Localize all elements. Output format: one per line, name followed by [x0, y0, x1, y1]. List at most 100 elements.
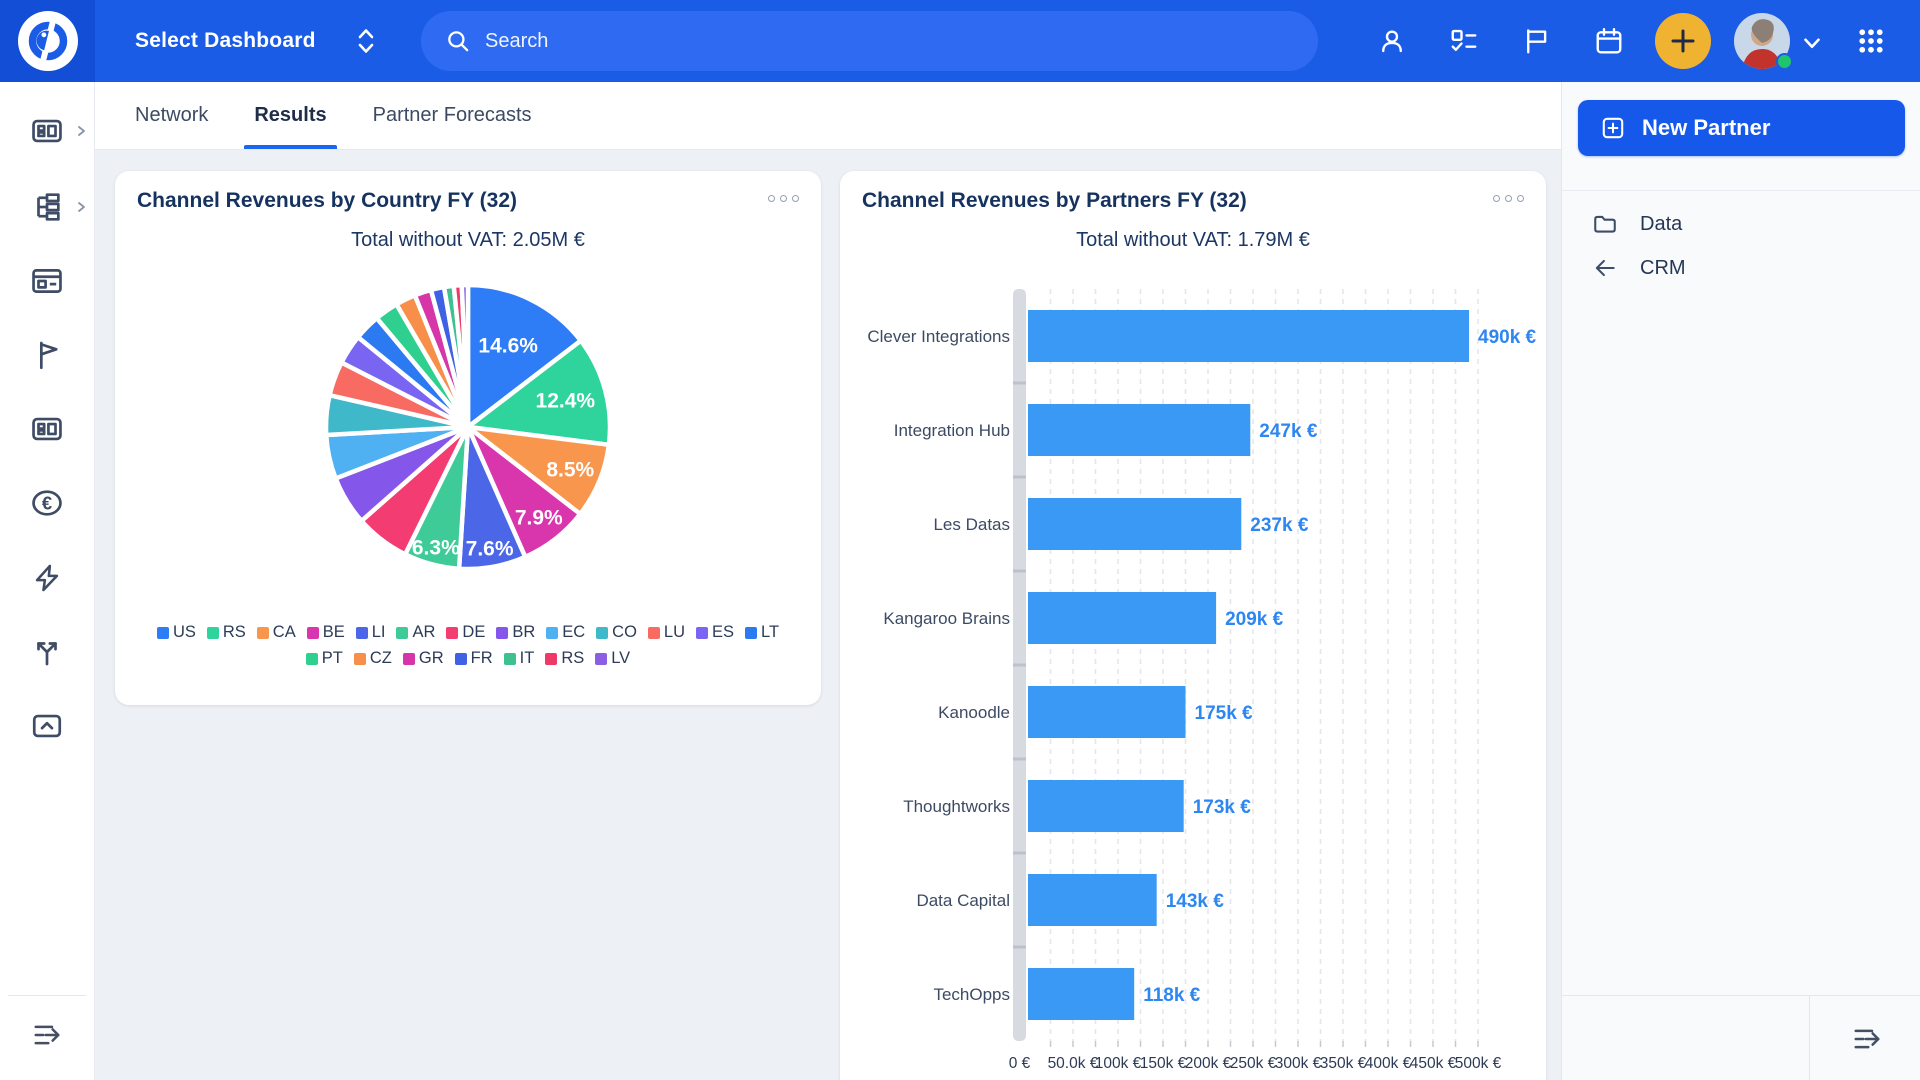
content-tab-bar: Network Results Partner Forecasts	[95, 82, 1561, 150]
legend-label: PT	[321, 649, 343, 667]
contacts-icon[interactable]	[1377, 26, 1407, 56]
apps-grid-icon[interactable]	[1856, 26, 1886, 56]
avatar-chevron-down-icon[interactable]	[1799, 30, 1825, 56]
legend-item-BR[interactable]: BR	[496, 623, 535, 642]
legend-item-CZ[interactable]: CZ	[353, 649, 392, 668]
legend-item-PT[interactable]: PT	[305, 649, 343, 668]
chevron-right-icon	[78, 202, 85, 212]
axis-notch	[1013, 475, 1026, 479]
legend-item-LI[interactable]: LI	[355, 623, 386, 642]
legend-item-RS[interactable]: RS	[545, 649, 584, 668]
legend-item-RS[interactable]: RS	[206, 623, 246, 642]
legend-swatch	[306, 626, 319, 639]
sidebar-item-archive-up-icon[interactable]	[30, 709, 64, 743]
legend-item-LU[interactable]: LU	[647, 623, 685, 642]
bar-3[interactable]	[1028, 592, 1217, 644]
legend-item-ES[interactable]: ES	[696, 623, 734, 642]
legend-label: RS	[222, 623, 246, 641]
legend-swatch	[696, 626, 709, 639]
bar-4[interactable]	[1028, 686, 1186, 738]
pie-chart-card: Channel Revenues by Country FY (32) Tota…	[115, 171, 821, 705]
top-bar: Select Dashboard	[0, 0, 1920, 82]
bar-5[interactable]	[1028, 780, 1184, 832]
bar-category-label: Thoughtworks	[903, 797, 1010, 816]
bar-0[interactable]	[1028, 310, 1469, 362]
legend-item-DE[interactable]: DE	[446, 623, 485, 642]
new-partner-button[interactable]: New Partner	[1578, 100, 1905, 156]
legend-item-BE[interactable]: BE	[306, 623, 345, 642]
bar-2[interactable]	[1028, 498, 1242, 550]
legend-label: GR	[418, 649, 444, 667]
legend-swatch	[546, 626, 559, 639]
pie-percentage-label: 8.5%	[546, 458, 594, 481]
create-new-button[interactable]	[1655, 13, 1711, 69]
right-panel-divider	[1562, 190, 1920, 191]
panel-item-crm[interactable]: CRM	[1562, 244, 1920, 292]
right-panel-footer	[1562, 995, 1920, 1080]
flag-icon[interactable]	[1522, 26, 1552, 56]
bar-1[interactable]	[1028, 404, 1251, 456]
legend-item-LT[interactable]: LT	[745, 623, 779, 642]
pie-slice-LV[interactable]	[459, 282, 471, 430]
bar-chart-card: Channel Revenues by Partners FY (32) Tot…	[840, 171, 1546, 1080]
pie-slice-US[interactable]	[465, 282, 583, 430]
legend-item-EC[interactable]: EC	[546, 623, 585, 642]
sidebar-footer-divider	[8, 995, 86, 996]
tab-results[interactable]: Results	[244, 82, 337, 149]
new-partner-label: New Partner	[1642, 115, 1771, 140]
legend-item-US[interactable]: US	[156, 623, 196, 642]
search-bar[interactable]	[421, 11, 1318, 71]
bar-card-menu-button[interactable]	[1493, 195, 1524, 202]
bar-6[interactable]	[1028, 874, 1157, 926]
bar-value-label: 143k €	[1166, 891, 1225, 912]
legend-swatch	[545, 652, 558, 665]
x-tick-label: 500k €	[1455, 1055, 1502, 1072]
legend-label: BR	[512, 623, 536, 641]
panel-expand-icon[interactable]	[1852, 1024, 1882, 1054]
sidebar-item-widgets-icon[interactable]	[30, 412, 64, 446]
pie-card-menu-button[interactable]	[768, 195, 799, 202]
app-logo[interactable]	[0, 0, 95, 82]
sidebar-item-hierarchy-icon[interactable]	[30, 190, 64, 224]
bar-card-title: Channel Revenues by Partners FY (32)	[862, 189, 1247, 212]
legend-item-IT[interactable]: IT	[503, 649, 534, 668]
tasks-checklist-icon[interactable]	[1449, 26, 1479, 56]
axis-notch	[1013, 851, 1026, 855]
legend-item-CO[interactable]: CO	[596, 623, 637, 642]
legend-swatch	[206, 626, 219, 639]
bar-category-label: Integration Hub	[894, 421, 1010, 440]
search-icon	[448, 31, 469, 52]
legend-label: LT	[761, 623, 780, 641]
sidebar-item-activity-bolt-icon[interactable]	[30, 561, 64, 595]
x-tick-label: 0 €	[1009, 1055, 1031, 1072]
legend-item-FR[interactable]: FR	[454, 649, 493, 668]
legend-label: LI	[371, 623, 386, 641]
user-avatar[interactable]	[1734, 13, 1790, 69]
sidebar-item-revenue-euro-icon[interactable]: €	[30, 486, 64, 520]
calendar-icon[interactable]	[1594, 26, 1624, 56]
legend-item-CA[interactable]: CA	[256, 623, 296, 642]
legend-item-AR[interactable]: AR	[396, 623, 435, 642]
sidebar-expand-icon[interactable]	[32, 1020, 62, 1050]
axis-notch	[1013, 945, 1026, 949]
sidebar-item-flag-icon[interactable]	[30, 338, 64, 372]
sidebar-item-dashboards-icon[interactable]	[30, 114, 64, 148]
right-panel: New Partner Data CRM	[1561, 82, 1920, 1080]
legend-item-LV[interactable]: LV	[595, 649, 630, 668]
search-input[interactable]	[485, 29, 1294, 53]
tab-partner-forecasts[interactable]: Partner Forecasts	[372, 104, 532, 126]
x-tick-label: 400k €	[1365, 1055, 1412, 1072]
tab-network[interactable]: Network	[135, 104, 209, 126]
bar-value-label: 118k €	[1143, 985, 1200, 1006]
pie-slice-RS[interactable]	[465, 338, 613, 448]
sidebar-item-browser-icon[interactable]	[30, 264, 64, 298]
legend-item-GR[interactable]: GR	[402, 649, 444, 668]
panel-item-data[interactable]: Data	[1562, 200, 1920, 248]
sidebar-item-split-flow-icon[interactable]	[30, 635, 64, 669]
panel-item-crm-label: CRM	[1640, 256, 1686, 279]
bar-7[interactable]	[1028, 968, 1135, 1020]
dashboard-selector[interactable]: Select Dashboard	[135, 0, 378, 82]
legend-swatch	[496, 626, 509, 639]
svg-text:€: €	[42, 492, 52, 513]
